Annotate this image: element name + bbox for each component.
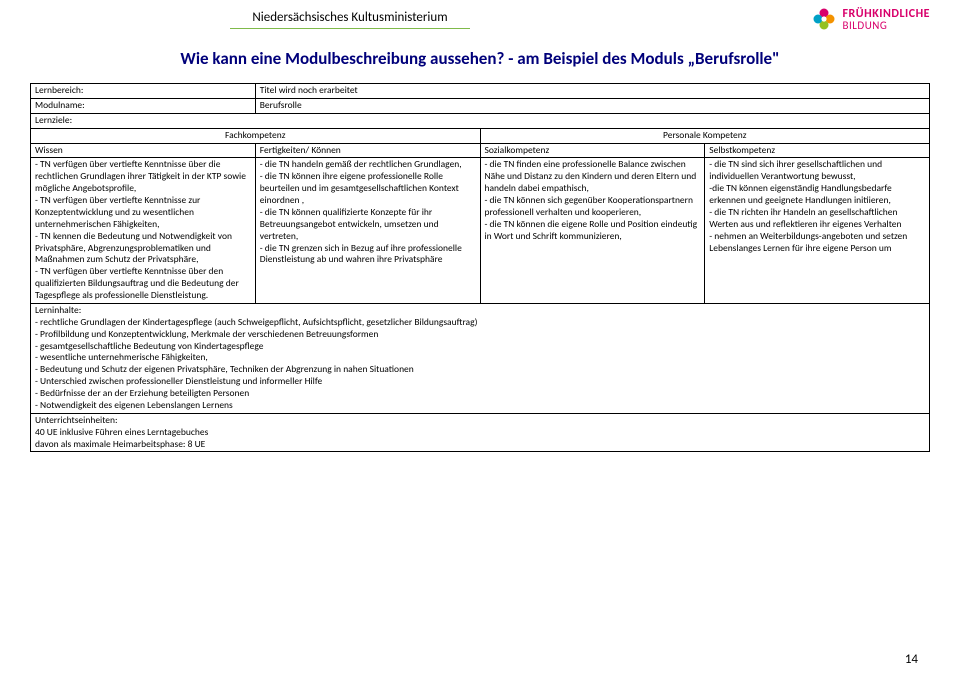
selbst-cell: - die TN sind sich ihrer gesellschaftlic… [705, 158, 930, 304]
fertigkeiten-header: Fertigkeiten/ Können [255, 143, 480, 158]
modulname-label: Modulname: [31, 98, 256, 113]
sozial-cell: - die TN finden eine professionelle Bala… [480, 158, 705, 304]
ue-text: 40 UE inklusive Führen eines Lerntagebuc… [35, 426, 208, 450]
logo-line1: FRÜHKINDLICHE [843, 8, 930, 20]
modulname-value: Berufsrolle [255, 98, 929, 113]
page-header: Niedersächsisches Kultusministerium FRÜH… [0, 0, 960, 32]
page-number: 14 [905, 652, 918, 667]
fertigkeiten-cell: - die TN handeln gemäß der rechtlichen G… [255, 158, 480, 304]
ministry-name: Niedersächsisches Kultusministerium [230, 4, 470, 29]
lerninhalte-cell: Lerninhalte: - rechtliche Grundlagen der… [31, 303, 930, 413]
sozial-header: Sozialkompetenz [480, 143, 705, 158]
fachkompetenz-header: Fachkompetenz [31, 128, 481, 143]
wissen-cell: - TN verfügen über vertiefte Kenntnisse … [31, 158, 256, 304]
ue-label: Unterrichtseinheiten: [35, 414, 118, 426]
ue-cell: Unterrichtseinheiten: 40 UE inklusive Fü… [31, 413, 930, 452]
module-table: Lernbereich: Titel wird noch erarbeitet … [30, 83, 930, 452]
lernziele-label: Lernziele: [31, 113, 930, 128]
wissen-header: Wissen [31, 143, 256, 158]
lerninhalte-text: - rechtliche Grundlagen der Kindertagesp… [35, 316, 477, 411]
lerninhalte-label: Lerninhalte: [35, 304, 81, 316]
logo: FRÜHKINDLICHE BILDUNG [811, 4, 930, 32]
lernbereich-label: Lernbereich: [31, 84, 256, 99]
logo-text: FRÜHKINDLICHE BILDUNG [843, 8, 930, 31]
flower-icon [811, 6, 837, 32]
logo-line2: BILDUNG [843, 20, 930, 31]
lernbereich-value: Titel wird noch erarbeitet [255, 84, 929, 99]
selbst-header: Selbstkompetenz [705, 143, 930, 158]
page-title: Wie kann eine Modulbeschreibung aussehen… [0, 48, 960, 69]
personale-header: Personale Kompetenz [480, 128, 930, 143]
